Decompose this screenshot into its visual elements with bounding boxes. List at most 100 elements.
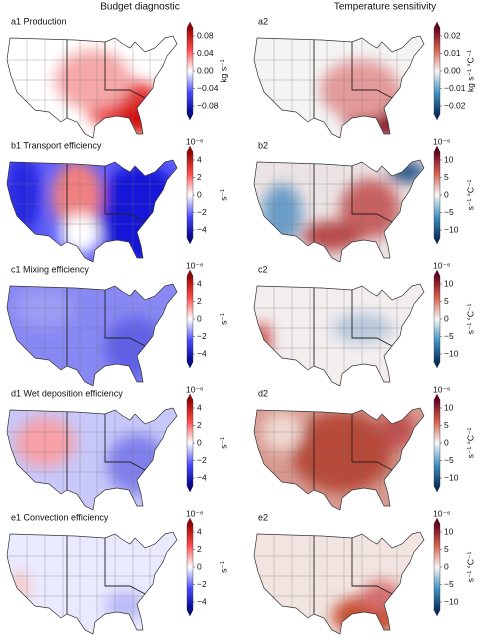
- colorbar-tick-label: 4: [197, 526, 202, 536]
- colorbar: [433, 27, 441, 115]
- colorbar-extend: [433, 113, 441, 121]
- colorbar-tick-label: 4: [197, 402, 202, 412]
- us-outline: [6, 531, 178, 635]
- map: [253, 35, 425, 139]
- colorbar-tick-label: −5: [444, 579, 454, 589]
- map-blob: [120, 105, 160, 135]
- colorbar-exponent: 10⁻⁶: [186, 136, 203, 146]
- colorbar-tick-label: −0.02: [444, 100, 466, 110]
- colorbar-tick-label: 2: [197, 544, 202, 554]
- panel-label: b2: [258, 140, 268, 150]
- colorbar-tick-label: 0.04: [197, 48, 214, 58]
- colorbar-extend: [186, 113, 194, 121]
- column-header: Temperature sensitivity: [334, 2, 436, 13]
- colorbar-extend: [186, 21, 194, 29]
- colorbar-unit: s⁻¹: [218, 561, 228, 573]
- map: [6, 531, 178, 635]
- colorbar-tick-label: −10: [444, 472, 459, 482]
- colorbar-unit: s⁻¹ °C⁻¹: [465, 303, 475, 334]
- us-outline: [253, 283, 425, 387]
- colorbar-tick-label: 0: [444, 561, 449, 571]
- colorbar-extend: [433, 145, 441, 153]
- colorbar-tick-label: 0: [197, 313, 202, 323]
- colorbar: [433, 151, 441, 239]
- colorbar-tick-label: 5: [444, 544, 449, 554]
- colorbar-tick-label: 5: [444, 172, 449, 182]
- map: [6, 283, 178, 387]
- colorbar-extend: [433, 517, 441, 525]
- map-field: [254, 160, 424, 262]
- map-blob: [389, 162, 424, 182]
- colorbar: [186, 275, 194, 363]
- region-border: [351, 414, 393, 471]
- colorbar-tick-label: 5: [444, 420, 449, 430]
- map-blob: [52, 161, 102, 231]
- map-blob: [262, 184, 302, 244]
- map: [6, 159, 178, 263]
- colorbar-tick-label: 10: [444, 278, 454, 288]
- panel-label: c1 Mixing efficiency: [11, 264, 89, 274]
- colorbar-tick-label: 2: [197, 296, 202, 306]
- region-border: [351, 42, 393, 99]
- map-blob: [105, 591, 145, 621]
- region-border: [104, 414, 146, 471]
- colorbar-unit: kg s⁻¹: [218, 59, 228, 82]
- panel-label: c2: [258, 264, 268, 274]
- map-base: [7, 532, 177, 634]
- map-blob: [107, 434, 167, 494]
- colorbar: [433, 523, 441, 611]
- panel-label: e2: [258, 512, 268, 522]
- colorbar-tick-label: −2: [197, 331, 207, 341]
- colorbar-extend: [433, 361, 441, 369]
- colorbar-tick-label: 0: [444, 437, 449, 447]
- colorbar-extend: [433, 393, 441, 401]
- region-border: [351, 538, 393, 595]
- colorbar-unit: s⁻¹: [218, 313, 228, 325]
- colorbar-tick-label: 4: [197, 278, 202, 288]
- colorbar-tick-label: 0: [444, 313, 449, 323]
- colorbar-tick-label: −2: [197, 455, 207, 465]
- colorbar-tick-label: 10: [444, 402, 454, 412]
- colorbar: [433, 399, 441, 487]
- region-border: [104, 42, 146, 99]
- map-blob: [254, 322, 270, 358]
- colorbar-extend: [186, 237, 194, 245]
- panel-label: a1 Production: [11, 16, 67, 26]
- us-outline: [253, 531, 425, 635]
- colorbar-tick-label: −5: [444, 207, 454, 217]
- panel-label: b1 Transport efficiency: [11, 140, 102, 150]
- colorbar-tick-label: 0: [197, 189, 202, 199]
- map: [6, 35, 178, 139]
- colorbar-unit: s⁻¹: [218, 189, 228, 201]
- us-outline: [253, 407, 425, 511]
- region-border: [104, 290, 146, 347]
- colorbar-tick-label: 0: [197, 437, 202, 447]
- colorbar-tick-label: 10: [444, 526, 454, 536]
- colorbar: [186, 523, 194, 611]
- colorbar-tick-label: 5: [444, 296, 449, 306]
- colorbar-extend: [433, 609, 441, 617]
- column-header: Budget diagnostic: [100, 2, 180, 13]
- map-field: [254, 532, 424, 634]
- map-field: [7, 36, 177, 138]
- map-field: [254, 36, 424, 138]
- colorbar-tick-label: −10: [444, 596, 459, 606]
- colorbar-tick-label: −0.08: [197, 100, 219, 110]
- colorbar-tick-label: −2: [197, 207, 207, 217]
- colorbar-extend: [433, 269, 441, 277]
- map-field: [7, 284, 177, 386]
- colorbar-tick-label: 2: [197, 420, 202, 430]
- colorbar-tick-label: 0: [197, 561, 202, 571]
- map-field: [7, 532, 177, 634]
- colorbar-tick-label: −10: [444, 348, 459, 358]
- colorbar-extend: [433, 237, 441, 245]
- panel-label: a2: [258, 16, 268, 26]
- colorbar-tick-label: −0.04: [197, 83, 219, 93]
- colorbar-tick-label: −5: [444, 331, 454, 341]
- map-blob: [377, 115, 407, 135]
- map: [253, 283, 425, 387]
- map-field: [7, 160, 177, 262]
- colorbar-tick-label: 0.08: [197, 30, 214, 40]
